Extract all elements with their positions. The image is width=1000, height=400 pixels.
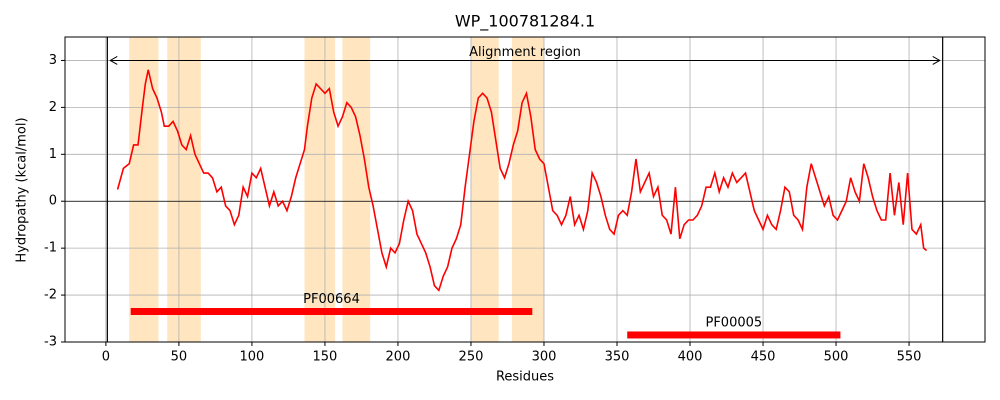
arrow-head <box>932 56 941 65</box>
y-tick-label: -1 <box>44 241 57 256</box>
x-tick-label: 400 <box>678 350 703 365</box>
domain-bar <box>627 331 841 339</box>
y-tick-label: 0 <box>49 194 57 209</box>
highlight-region <box>511 37 544 342</box>
x-tick-label: 50 <box>171 350 188 365</box>
annotation-label: Alignment region <box>469 45 581 60</box>
y-tick-label: 2 <box>49 100 57 115</box>
x-tick-label: 300 <box>532 350 557 365</box>
y-tick-label: 3 <box>49 53 57 68</box>
x-axis-label: Residues <box>496 370 554 385</box>
x-tick-label: 0 <box>102 350 110 365</box>
x-tick-label: 500 <box>824 350 849 365</box>
x-tick-label: 250 <box>459 350 484 365</box>
y-axis-label: Hydropathy (kcal/mol) <box>15 117 30 262</box>
y-tick-label: -2 <box>44 288 57 303</box>
domain-bar <box>130 308 533 315</box>
x-tick-label: 350 <box>605 350 630 365</box>
highlight-region <box>342 37 371 342</box>
x-tick-label: 150 <box>313 350 338 365</box>
highlight-region <box>470 37 499 342</box>
highlight-region <box>167 37 201 342</box>
domain-label: PF00664 <box>303 292 360 307</box>
domain-label: PF00005 <box>705 315 762 330</box>
highlight-region <box>129 37 159 342</box>
plot-frame <box>64 36 986 343</box>
chart-title: WP_100781284.1 <box>455 12 595 32</box>
y-tick-label: 1 <box>49 147 57 162</box>
hydropathy-line <box>116 69 928 292</box>
x-tick-label: 100 <box>240 350 265 365</box>
x-tick-label: 550 <box>897 350 922 365</box>
y-tick-label: -3 <box>44 335 57 350</box>
x-tick-label: 200 <box>386 350 411 365</box>
x-tick-label: 450 <box>751 350 776 365</box>
arrow-head <box>109 56 118 65</box>
